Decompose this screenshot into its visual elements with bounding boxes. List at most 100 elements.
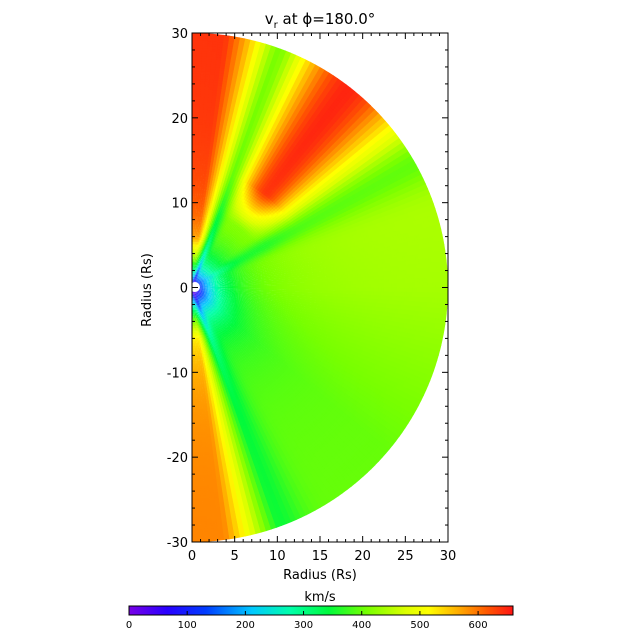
heatmap-cell (193, 379, 197, 383)
heatmap-cell (194, 384, 197, 388)
heatmap-cell (194, 427, 199, 431)
heatmap-cell (192, 483, 197, 487)
heatmap-cell (193, 358, 196, 362)
heatmap-cell (193, 361, 196, 365)
heatmap-cell (192, 516, 198, 520)
heatmap-cell (192, 475, 197, 479)
heatmap-cell (192, 513, 198, 517)
heatmap-cell (192, 391, 195, 395)
heatmap-cell (193, 338, 195, 342)
heatmap-cell (192, 501, 198, 505)
heatmap-cell (192, 328, 194, 332)
heatmap-cell (194, 396, 198, 400)
heatmap-cell (193, 348, 195, 352)
heatmap-cell (192, 478, 197, 482)
heatmap-cell (192, 491, 197, 495)
heatmap-cell (192, 539, 199, 542)
heatmap-cell (193, 351, 195, 355)
heatmap-cell (193, 368, 196, 372)
heatmap-cell (193, 363, 196, 367)
heatmap-cell (192, 318, 194, 321)
heatmap-cell (192, 460, 197, 464)
heatmap-cell (192, 457, 197, 461)
heatmap-cell (192, 432, 196, 436)
heatmap-cell (192, 310, 194, 314)
heatmap-cell (194, 412, 198, 416)
heatmap-cell (194, 422, 199, 426)
chart-title-main: v (265, 10, 274, 28)
heatmap-cell (194, 394, 197, 398)
heatmap-cell (192, 503, 198, 507)
heatmap-cell (192, 447, 196, 451)
heatmap-cell (202, 538, 209, 542)
heatmap-cell (192, 450, 196, 454)
heatmap-cell (192, 452, 196, 456)
heatmap-cell (192, 376, 195, 380)
heatmap-cell (192, 485, 197, 489)
heatmap-cell (192, 384, 195, 388)
heatmap-cell (192, 381, 195, 385)
heatmap-cell (194, 417, 198, 421)
heatmap-cell (194, 407, 198, 411)
heatmap-cell (192, 529, 198, 533)
heatmap-cell (193, 340, 195, 344)
chart-title-subscript: r (274, 20, 279, 31)
heatmap-cell (193, 381, 197, 385)
chart-title-rest: at ϕ=180.0° (278, 10, 376, 28)
heatmap-cell (192, 330, 195, 334)
heatmap-cell (192, 534, 198, 538)
heatmap-cell (194, 399, 198, 403)
heatmap-cell (192, 498, 198, 502)
heatmap-cell (192, 394, 195, 398)
heatmap-cell (192, 427, 196, 431)
heatmap-cell (192, 333, 195, 337)
heatmap-cell (192, 440, 196, 444)
heatmap-cell (192, 508, 198, 512)
heatmap-cell (192, 399, 195, 403)
heatmap-cell (194, 419, 199, 423)
heatmap-cell (192, 493, 197, 497)
heatmap-cell (193, 356, 196, 360)
heatmap-cell (194, 414, 198, 418)
heatmap-cell (192, 379, 195, 383)
heatmap-cell (192, 463, 197, 467)
heatmap-cell (194, 404, 198, 408)
heatmap-cell (192, 419, 196, 423)
heatmap-cell (192, 407, 195, 411)
heatmap-cell (192, 526, 198, 530)
heatmap-cell (194, 424, 199, 428)
heatmap-cell (194, 401, 198, 405)
heatmap-cell (193, 343, 195, 347)
heatmap-cell (192, 323, 194, 327)
heatmap-cell (194, 409, 198, 413)
heatmap-cell (192, 396, 195, 400)
heatmap-cell (192, 414, 196, 418)
heatmap-cell (192, 374, 195, 377)
heatmap-cell (192, 312, 194, 316)
heatmap-cell (192, 325, 194, 329)
heatmap-cell (192, 468, 197, 472)
heatmap-cell (193, 366, 196, 370)
heatmap-cell (192, 417, 196, 421)
heatmap-cell (192, 445, 196, 449)
heatmap-cell (194, 391, 197, 395)
heatmap-cell (192, 409, 195, 413)
heatmap-cell (192, 435, 196, 439)
chart-title: vr at ϕ=180.0° (265, 10, 376, 31)
heatmap-field (192, 33, 448, 542)
heatmap-cell (192, 511, 198, 515)
heatmap-cell (193, 373, 197, 377)
heatmap-cell (194, 389, 197, 393)
heatmap-cell (192, 307, 194, 311)
heatmap-cell (192, 429, 196, 433)
heatmap-cell (192, 496, 198, 500)
heatmap-cell (192, 424, 196, 428)
heatmap-cell (193, 376, 197, 380)
heatmap-cell (192, 401, 195, 405)
heatmap-cell (192, 465, 197, 469)
heatmap-cell (192, 315, 194, 319)
heatmap-cell (192, 470, 197, 474)
heatmap-cell (192, 389, 195, 393)
heatmap-cell (192, 519, 198, 523)
